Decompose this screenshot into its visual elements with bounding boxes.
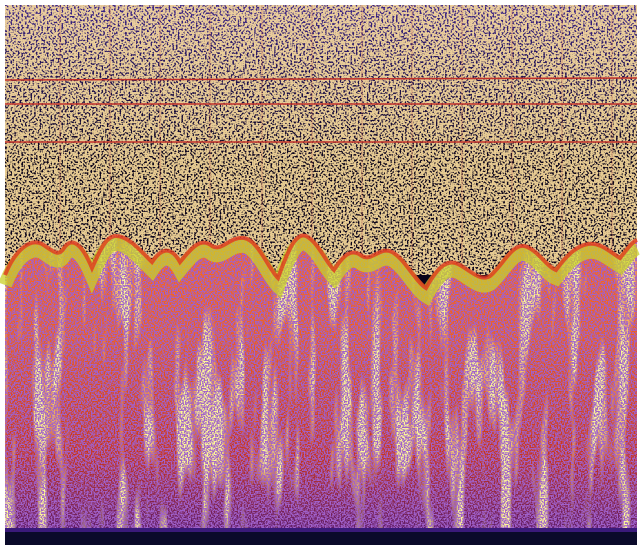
- seabed-strip: [5, 532, 637, 545]
- plankton-speckle: [5, 5, 637, 275]
- page: [0, 0, 642, 552]
- bottom-echo: [5, 528, 637, 532]
- echogram: [0, 0, 642, 552]
